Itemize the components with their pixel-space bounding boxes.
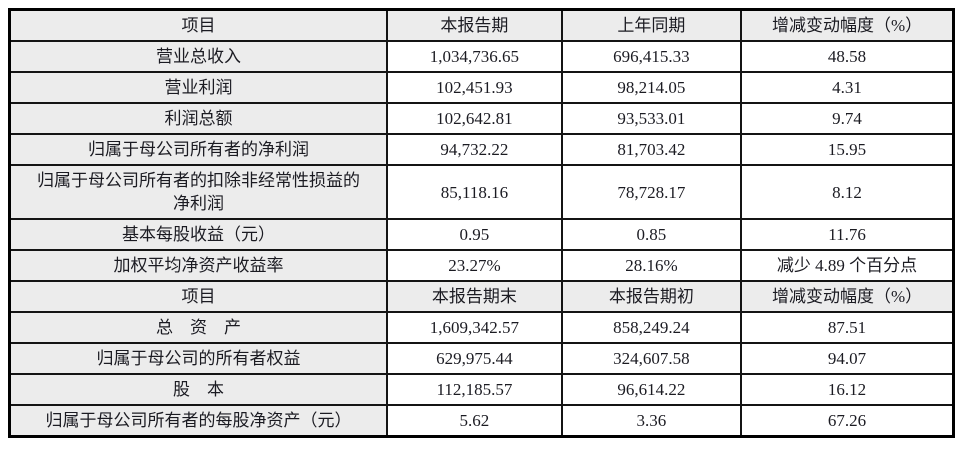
column-header-item: 项目 [8, 280, 389, 313]
row-value-cell: 858,249.24 [560, 311, 743, 344]
column-header: 本报告期初 [560, 280, 743, 313]
row-value-cell: 1,034,736.65 [386, 40, 563, 73]
financial-summary-table: 项目 本报告期 上年同期 增减变动幅度（%） 营业总收入 1,034,736.65 696,… [8, 8, 955, 438]
row-value-cell: 94,732.22 [386, 133, 563, 166]
row-value-cell: 324,607.58 [560, 342, 743, 375]
row-value-cell: 85,118.16 [386, 164, 563, 220]
row-item-label: 营业总收入 [8, 40, 389, 73]
table-row: 加权平均净资产收益率 23.27% 28.16% 减少 4.89 个百分点 [8, 249, 955, 282]
row-value-cell: 3.36 [560, 404, 743, 438]
table-row: 基本每股收益（元） 0.95 0.85 11.76 [8, 218, 955, 251]
row-item-label: 归属于母公司的所有者权益 [8, 342, 389, 375]
row-value-cell: 0.95 [386, 218, 563, 251]
table-row: 归属于母公司的所有者权益 629,975.44 324,607.58 94.07 [8, 342, 955, 375]
row-value-cell: 81,703.42 [560, 133, 743, 166]
row-value-cell: 87.51 [740, 311, 955, 344]
row-item-label: 利润总额 [8, 102, 389, 135]
row-value-cell: 1,609,342.57 [386, 311, 563, 344]
row-value-cell: 5.62 [386, 404, 563, 438]
column-header: 上年同期 [560, 8, 743, 42]
row-value-cell: 629,975.44 [386, 342, 563, 375]
table-row: 营业利润 102,451.93 98,214.05 4.31 [8, 71, 955, 104]
table-row: 股 本 112,185.57 96,614.22 16.12 [8, 373, 955, 406]
financial-report-page: 项目 本报告期 上年同期 增减变动幅度（%） 营业总收入 1,034,736.65 696,… [8, 8, 955, 438]
table-row: 利润总额 102,642.81 93,533.01 9.74 [8, 102, 955, 135]
row-value-cell: 102,642.81 [386, 102, 563, 135]
row-value-cell: 减少 4.89 个百分点 [740, 249, 955, 282]
row-value-cell: 93,533.01 [560, 102, 743, 135]
row-item-label: 归属于母公司所有者的每股净资产（元） [8, 404, 389, 438]
row-value-cell: 16.12 [740, 373, 955, 406]
row-value-cell: 112,185.57 [386, 373, 563, 406]
table-row: 归属于母公司所有者的扣除非经常性损益的净利润 85,118.16 78,728.17… [8, 164, 955, 220]
row-value-cell: 48.58 [740, 40, 955, 73]
row-value-cell: 102,451.93 [386, 71, 563, 104]
row-value-cell: 28.16% [560, 249, 743, 282]
row-item-label: 股 本 [8, 373, 389, 406]
table-row: 营业总收入 1,034,736.65 696,415.33 48.58 [8, 40, 955, 73]
row-value-cell: 4.31 [740, 71, 955, 104]
column-header-item: 项目 [8, 8, 389, 42]
row-value-cell: 0.85 [560, 218, 743, 251]
row-value-cell: 23.27% [386, 249, 563, 282]
row-item-label: 总 资 产 [8, 311, 389, 344]
row-item-label: 归属于母公司所有者的扣除非经常性损益的净利润 [8, 164, 389, 220]
column-header: 本报告期 [386, 8, 563, 42]
table-row: 总 资 产 1,609,342.57 858,249.24 87.51 [8, 311, 955, 344]
row-value-cell: 15.95 [740, 133, 955, 166]
table-row: 归属于母公司所有者的每股净资产（元） 5.62 3.36 67.26 [8, 404, 955, 438]
column-header: 本报告期末 [386, 280, 563, 313]
row-value-cell: 8.12 [740, 164, 955, 220]
table-row: 归属于母公司所有者的净利润 94,732.22 81,703.42 15.95 [8, 133, 955, 166]
row-value-cell: 696,415.33 [560, 40, 743, 73]
row-value-cell: 11.76 [740, 218, 955, 251]
row-value-cell: 78,728.17 [560, 164, 743, 220]
row-item-label: 加权平均净资产收益率 [8, 249, 389, 282]
row-value-cell: 94.07 [740, 342, 955, 375]
column-header: 增减变动幅度（%） [740, 280, 955, 313]
row-value-cell: 98,214.05 [560, 71, 743, 104]
row-item-label: 营业利润 [8, 71, 389, 104]
section-2-header-row: 项目 本报告期末 本报告期初 增减变动幅度（%） [8, 280, 955, 313]
column-header: 增减变动幅度（%） [740, 8, 955, 42]
row-item-label: 基本每股收益（元） [8, 218, 389, 251]
section-1-header-row: 项目 本报告期 上年同期 增减变动幅度（%） [8, 8, 955, 42]
table-body: 项目 本报告期 上年同期 增减变动幅度（%） 营业总收入 1,034,736.65 696,… [8, 8, 955, 438]
row-item-label: 归属于母公司所有者的净利润 [8, 133, 389, 166]
row-value-cell: 67.26 [740, 404, 955, 438]
row-value-cell: 96,614.22 [560, 373, 743, 406]
row-value-cell: 9.74 [740, 102, 955, 135]
